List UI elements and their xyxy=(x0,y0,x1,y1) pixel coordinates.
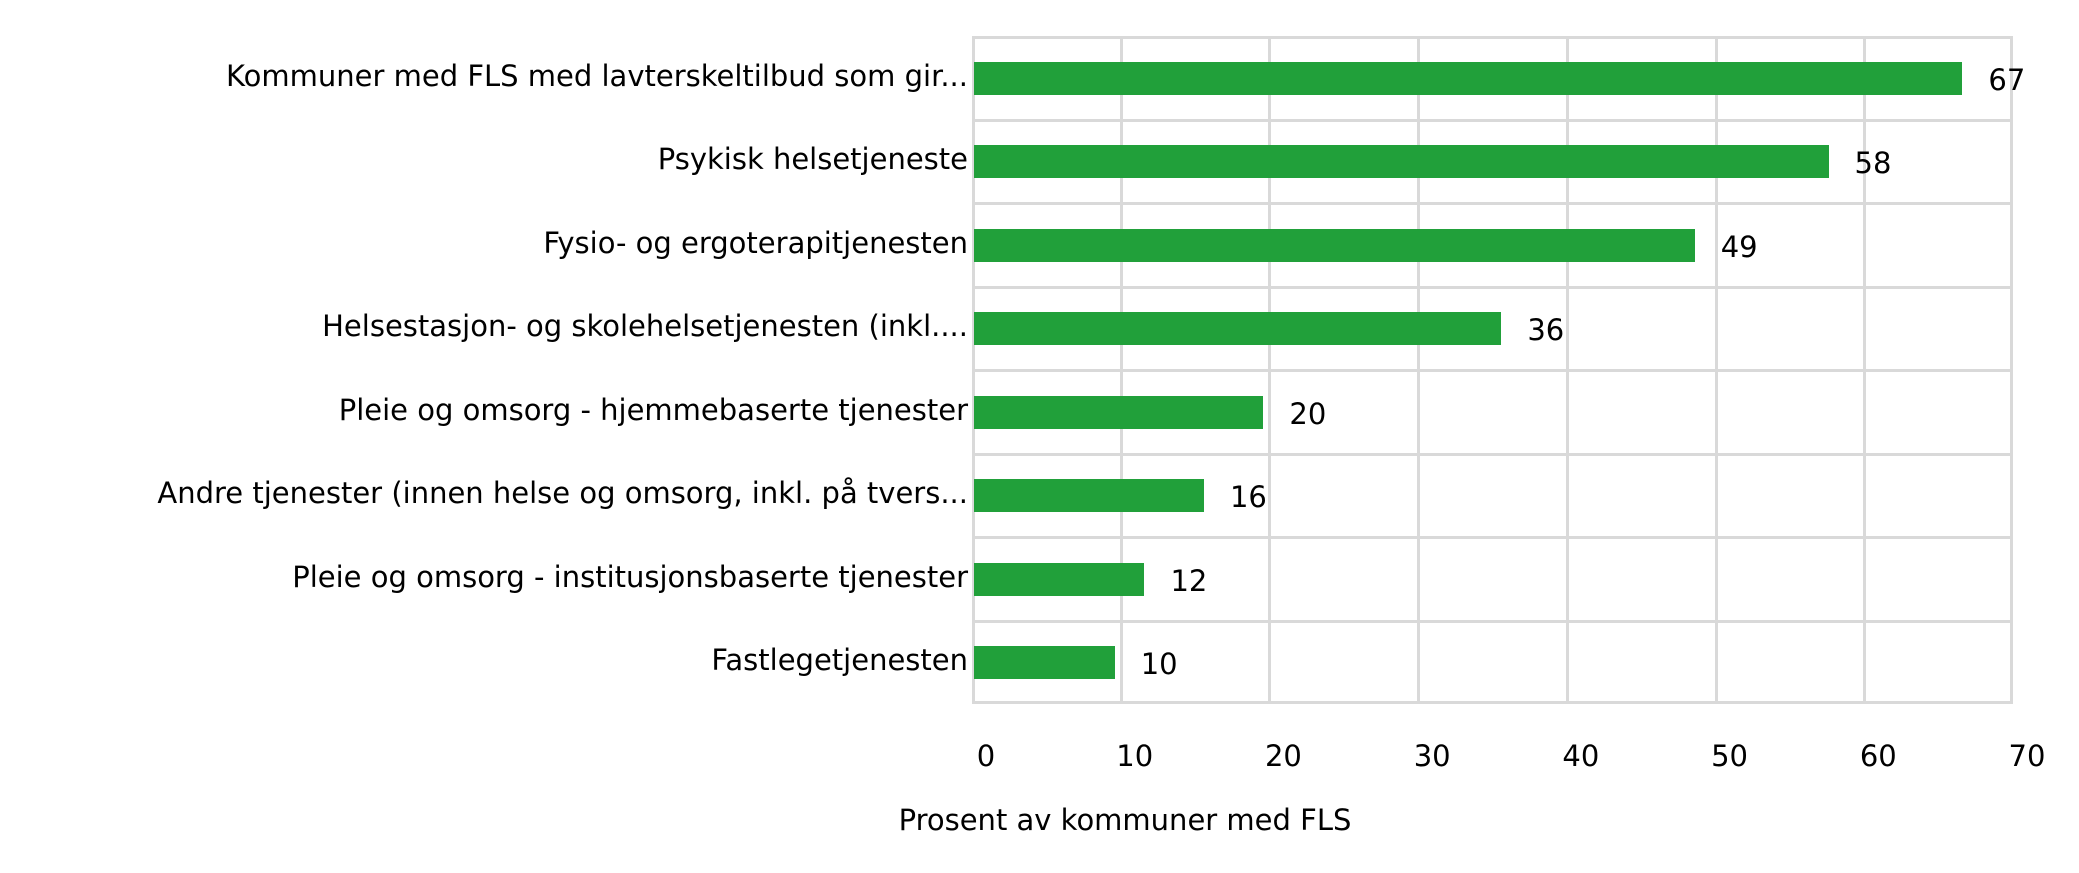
category-label: Helsestasjon- og skolehelsetjenesten (in… xyxy=(322,309,968,344)
bar xyxy=(974,562,1145,596)
horizontal-gridline xyxy=(972,118,2013,122)
x-tick-label: 60 xyxy=(1859,739,1897,773)
bar xyxy=(974,312,1502,346)
horizontal-gridline xyxy=(972,452,2013,456)
x-tick-label: 10 xyxy=(1116,739,1154,773)
data-label: 58 xyxy=(1854,146,1892,181)
category-label: Andre tjenester (innen helse og omsorg, … xyxy=(157,476,968,511)
horizontal-gridline xyxy=(972,285,2013,289)
bar xyxy=(974,145,1829,179)
category-label: Fastlegetjenesten xyxy=(711,643,968,678)
data-label: 20 xyxy=(1289,396,1327,431)
data-label: 49 xyxy=(1720,229,1758,264)
x-tick-label: 40 xyxy=(1562,739,1600,773)
x-tick-label: 50 xyxy=(1711,739,1749,773)
horizontal-gridline xyxy=(972,202,2013,205)
x-tick-label: 0 xyxy=(976,739,996,773)
category-label: Pleie og omsorg - institusjonsbaserte tj… xyxy=(292,559,968,594)
horizontal-gridline xyxy=(972,369,2013,372)
bar xyxy=(974,479,1204,513)
x-tick-label: 30 xyxy=(1413,739,1451,773)
bar xyxy=(974,646,1115,680)
category-label: Psykisk helsetjeneste xyxy=(657,142,968,177)
data-label: 12 xyxy=(1170,563,1208,598)
bar xyxy=(974,61,1963,95)
category-label: Fysio- og ergoterapitjenesten xyxy=(543,225,968,260)
data-label: 67 xyxy=(1988,62,2026,97)
x-tick-label: 20 xyxy=(1264,739,1302,773)
horizontal-gridline xyxy=(972,536,2013,539)
category-label: Kommuner med FLS med lavterskeltilbud so… xyxy=(226,58,968,93)
x-axis-title: Prosent av kommuner med FLS xyxy=(898,803,1352,837)
x-tick-label: 70 xyxy=(2008,739,2046,773)
data-label: 10 xyxy=(1140,647,1178,682)
data-label: 16 xyxy=(1229,480,1267,515)
horizontal-gridline xyxy=(972,619,2013,623)
data-label: 36 xyxy=(1527,313,1565,348)
bar xyxy=(974,395,1264,429)
category-label: Pleie og omsorg - hjemmebaserte tjeneste… xyxy=(338,392,968,427)
bar xyxy=(974,228,1695,262)
